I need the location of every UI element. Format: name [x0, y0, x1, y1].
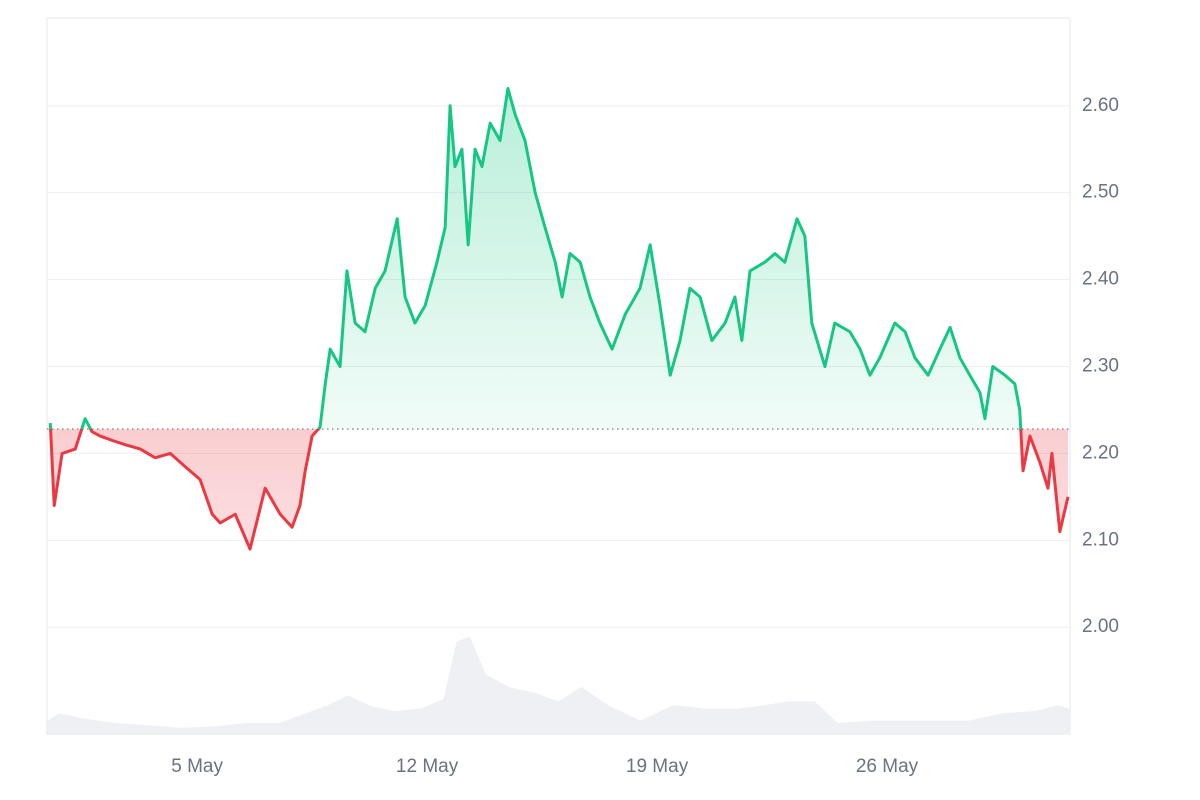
y-tick-label: 2.40 [1082, 269, 1119, 290]
price-area [50, 88, 1069, 550]
y-tick-label: 2.30 [1082, 356, 1119, 377]
y-tick-label: 2.50 [1082, 182, 1119, 203]
y-tick-label: 2.10 [1082, 529, 1119, 550]
y-tick-label: 2.00 [1082, 616, 1119, 637]
volume-area [47, 636, 1070, 735]
price-line [48, 86, 1070, 551]
x-tick-label: 12 May [396, 756, 459, 777]
x-tick-label: 26 May [856, 756, 919, 777]
x-tick-label: 19 May [626, 756, 689, 777]
y-tick-label: 2.60 [1082, 95, 1119, 116]
y-tick-label: 2.20 [1082, 442, 1119, 463]
x-tick-label: 5 May [171, 756, 223, 777]
